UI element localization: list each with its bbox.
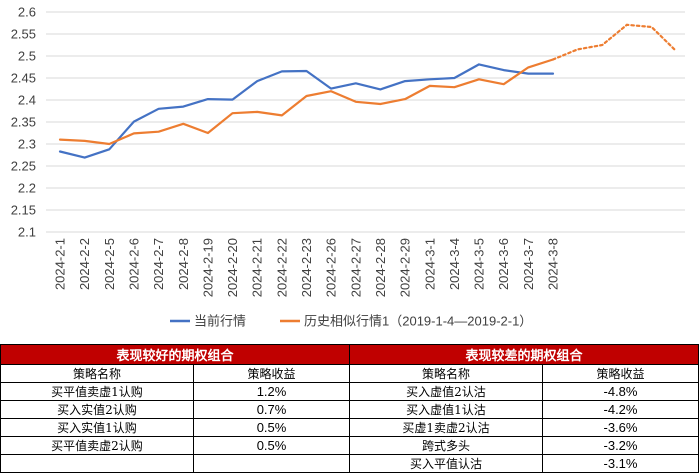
series-projection-line <box>551 23 678 61</box>
y-tick-label: 2.25 <box>11 159 36 174</box>
x-tick-label: 2024-3-6 <box>496 238 511 290</box>
x-tick-label: 2024-2-22 <box>274 238 289 297</box>
table-row: 买入实值2认购 0.7% <box>0 400 351 419</box>
strategy-return: 0.5% <box>192 436 351 455</box>
strategy-name: 买入虚值1认沽 <box>349 400 543 419</box>
strategy-return: -3.2% <box>541 436 700 455</box>
x-tick-label: 2024-2-20 <box>225 238 240 297</box>
x-tick-label: 2024-3-8 <box>546 238 561 290</box>
x-tick-label: 2024-2-27 <box>348 238 363 297</box>
table-row: 跨式多头 -3.2% <box>349 436 700 455</box>
strategy-return: 1.2% <box>192 382 351 401</box>
strategy-name: 跨式多头 <box>349 436 543 455</box>
y-tick-label: 2.45 <box>11 71 36 86</box>
bad-col-name-header: 策略名称 <box>349 364 543 383</box>
table-row: 买虚1卖虚2认沽 -3.6% <box>349 418 700 437</box>
good-table-title: 表现较好的期权组合 <box>0 344 351 365</box>
series-line-2 <box>58 58 555 146</box>
x-tick-label: 2024-3-7 <box>521 238 536 290</box>
good-col-return-header: 策略收益 <box>192 364 351 383</box>
strategy-name: 买入实值2认购 <box>0 400 194 419</box>
x-tick-label: 2024-2-7 <box>151 238 166 290</box>
good-strategies-table: 表现较好的期权组合 策略名称 策略收益 买平值卖虚1认购 1.2% 买入实值2认… <box>0 344 351 473</box>
y-tick-label: 2.6 <box>18 5 36 20</box>
legend-label-1: 当前行情 <box>194 314 246 329</box>
x-tick-label: 2024-2-28 <box>373 238 388 297</box>
x-tick-label: 2024-2-21 <box>250 238 265 297</box>
x-tick-label: 2024-2-6 <box>126 238 141 290</box>
y-tick-label: 2.1 <box>18 225 36 240</box>
series-line-1 <box>58 63 555 159</box>
strategy-name: 买入实值1认购 <box>0 418 194 437</box>
x-tick-label: 2024-2-5 <box>102 238 117 290</box>
bad-strategies-table: 表现较差的期权组合 策略名称 策略收益 买入虚值2认沽 -4.8% 买入虚值1认… <box>348 344 700 473</box>
line-chart: 2.1 2.15 2.2 2.25 2.3 2.35 2.4 2.45 2.5 2.55 2.6 20… <box>11 5 685 329</box>
chart-svg: 2.1 2.15 2.2 2.25 2.3 2.35 2.4 2.45 2.5 2.55 2.6 20… <box>11 5 685 329</box>
y-tick-label: 2.2 <box>18 181 36 196</box>
good-col-name-header: 策略名称 <box>0 364 194 383</box>
strategy-name: 买平值卖虚2认购 <box>0 436 194 455</box>
strategy-return: -4.2% <box>541 400 700 419</box>
strategy-name: 买入平值认沽 <box>349 454 543 473</box>
x-tick-label: 2024-3-1 <box>422 238 437 290</box>
y-tick-label: 2.35 <box>11 115 36 130</box>
y-tick-label: 2.3 <box>18 137 36 152</box>
strategy-return: 0.5% <box>192 418 351 437</box>
x-tick-label: 2024-2-19 <box>200 238 215 297</box>
strategy-return: -4.8% <box>541 382 700 401</box>
x-tick-label: 2024-2-2 <box>77 238 92 290</box>
strategy-return: -3.1% <box>541 454 700 473</box>
strategy-name: 买虚1卖虚2认沽 <box>349 418 543 437</box>
x-tick-label: 2024-2-29 <box>398 238 413 297</box>
y-tick-label: 2.4 <box>18 93 36 108</box>
strategy-return <box>192 454 351 473</box>
table-row: 买平值卖虚1认购 1.2% <box>0 382 351 401</box>
x-tick-label: 2024-2-26 <box>324 238 339 297</box>
x-tick-label: 2024-2-1 <box>53 238 68 290</box>
bad-table-title: 表现较差的期权组合 <box>348 344 700 365</box>
y-tick-label: 2.15 <box>11 203 36 218</box>
table-row: 买平值卖虚2认购 0.5% <box>0 436 351 455</box>
x-tick-label: 2024-3-4 <box>447 238 462 290</box>
strategy-tables: 表现较好的期权组合 策略名称 策略收益 买平值卖虚1认购 1.2% 买入实值2认… <box>0 344 700 473</box>
table-row: 买入实值1认购 0.5% <box>0 418 351 437</box>
bad-col-return-header: 策略收益 <box>541 364 700 383</box>
strategy-name: 买入虚值2认沽 <box>349 382 543 401</box>
x-tick-label: 2024-2-23 <box>299 238 314 297</box>
table-row: 买入虚值2认沽 -4.8% <box>349 382 700 401</box>
x-tick-label: 2024-2-8 <box>176 238 191 290</box>
strategy-return: -3.6% <box>541 418 700 437</box>
legend-label-2: 历史相似行情1（2019-1-4—2019-2-1） <box>304 314 532 329</box>
y-tick-label: 2.55 <box>11 27 36 42</box>
strategy-name <box>0 454 194 473</box>
strategy-return: 0.7% <box>192 400 351 419</box>
table-row: 买入平值认沽 -3.1% <box>349 454 700 473</box>
x-tick-label: 2024-3-5 <box>472 238 487 290</box>
y-tick-label: 2.5 <box>18 49 36 64</box>
strategy-name: 买平值卖虚1认购 <box>0 382 194 401</box>
table-row: 买入虚值1认沽 -4.2% <box>349 400 700 419</box>
table-row <box>0 454 351 473</box>
